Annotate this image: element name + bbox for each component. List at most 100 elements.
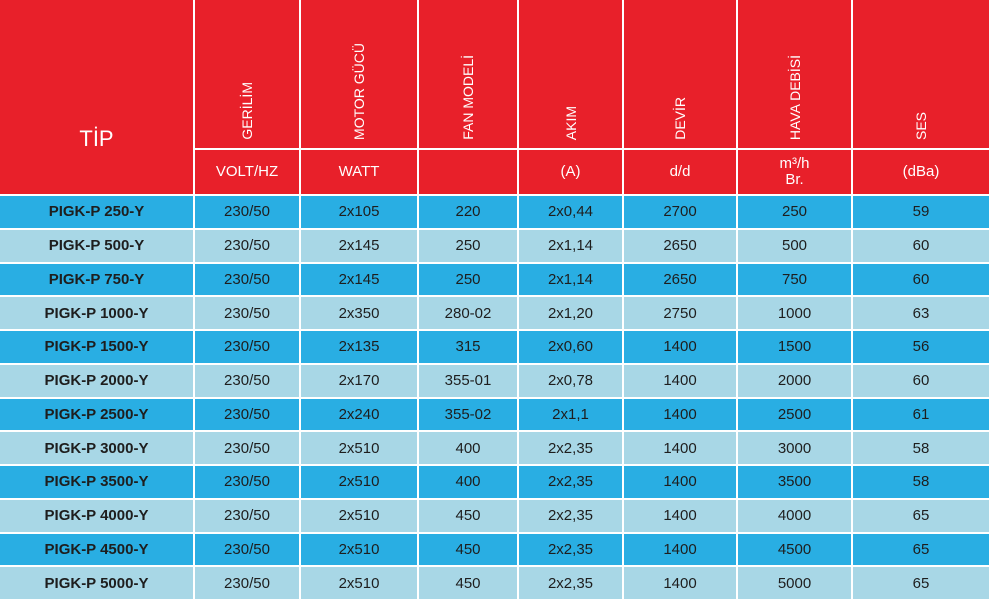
cell-value: 1400 bbox=[663, 372, 697, 390]
cell-value: 1400 bbox=[663, 338, 697, 356]
cell-value: 5000 bbox=[777, 574, 812, 592]
data-cell: 355-02 bbox=[419, 398, 517, 431]
unit-cell bbox=[419, 150, 517, 194]
row-label: PIGK-P 250-Y bbox=[48, 203, 145, 221]
data-cell: PIGK-P 5000-Y bbox=[0, 567, 193, 599]
unit-label: m³/h bbox=[779, 155, 810, 172]
data-cell: 400 bbox=[419, 432, 517, 464]
data-cell: 1400 bbox=[624, 364, 736, 397]
cell-value: 2x510 bbox=[338, 439, 380, 457]
row-label: PIGK-P 3500-Y bbox=[44, 473, 149, 491]
data-cell: 230/50 bbox=[195, 398, 299, 431]
data-cell: 750 bbox=[738, 263, 851, 296]
data-cell: 2x2,35 bbox=[519, 432, 622, 464]
cell-value: 355-01 bbox=[444, 372, 492, 390]
cell-value: 2x510 bbox=[338, 507, 380, 525]
cell-value: 60 bbox=[912, 270, 930, 288]
unit-cell: WATT bbox=[301, 150, 417, 194]
data-cell: 2x2,35 bbox=[519, 466, 622, 498]
cell-value: 2x0,78 bbox=[547, 372, 594, 390]
data-cell: 60 bbox=[853, 263, 989, 296]
cell-value: 230/50 bbox=[224, 338, 270, 356]
data-cell: 65 bbox=[853, 567, 989, 599]
cell-value: 4000 bbox=[777, 507, 812, 525]
cell-value: 2x510 bbox=[338, 540, 380, 558]
data-cell: 1400 bbox=[624, 432, 736, 464]
data-cell: 1400 bbox=[624, 331, 736, 363]
unit-label: d/d bbox=[669, 163, 691, 180]
row-label: PIGK-P 2500-Y bbox=[44, 405, 149, 423]
data-cell: 2x510 bbox=[301, 466, 417, 498]
data-cell: 2x510 bbox=[301, 499, 417, 532]
cell-value: 2x2,35 bbox=[547, 574, 594, 592]
cell-value: 2500 bbox=[777, 405, 812, 423]
data-cell: 65 bbox=[853, 533, 989, 566]
data-cell: 280-02 bbox=[419, 297, 517, 329]
data-cell: 65 bbox=[853, 499, 989, 532]
unit-cell: VOLT/HZ bbox=[195, 150, 299, 194]
cell-value: 2x510 bbox=[338, 574, 380, 592]
cell-value: 2000 bbox=[777, 372, 812, 390]
row-label: PIGK-P 5000-Y bbox=[44, 574, 149, 592]
data-cell: 2x1,14 bbox=[519, 229, 622, 262]
row-label: PIGK-P 750-Y bbox=[48, 270, 145, 288]
cell-value: 280-02 bbox=[444, 304, 492, 322]
data-cell: 58 bbox=[853, 466, 989, 498]
data-cell: 2x145 bbox=[301, 263, 417, 296]
data-cell: 450 bbox=[419, 499, 517, 532]
data-cell: 1400 bbox=[624, 567, 736, 599]
data-cell: PIGK-P 250-Y bbox=[0, 196, 193, 228]
cell-value: 450 bbox=[455, 507, 481, 525]
data-cell: PIGK-P 1500-Y bbox=[0, 331, 193, 363]
cell-value: 1500 bbox=[777, 338, 812, 356]
data-cell: 230/50 bbox=[195, 364, 299, 397]
data-cell: 400 bbox=[419, 466, 517, 498]
data-cell: 60 bbox=[853, 229, 989, 262]
data-cell: 4500 bbox=[738, 533, 851, 566]
data-cell: 2x0,78 bbox=[519, 364, 622, 397]
data-cell: 63 bbox=[853, 297, 989, 329]
data-cell: 60 bbox=[853, 364, 989, 397]
cell-value: 1400 bbox=[663, 439, 697, 457]
cell-value: 3500 bbox=[777, 473, 812, 491]
data-cell: 2x2,35 bbox=[519, 533, 622, 566]
cell-value: 1400 bbox=[663, 574, 697, 592]
cell-value: 2700 bbox=[663, 203, 697, 221]
data-cell: PIGK-P 3000-Y bbox=[0, 432, 193, 464]
cell-value: 250 bbox=[455, 270, 481, 288]
cell-value: 3000 bbox=[777, 439, 812, 457]
cell-value: 220 bbox=[455, 203, 481, 221]
data-cell: 2x145 bbox=[301, 229, 417, 262]
cell-value: 2x1,20 bbox=[547, 304, 594, 322]
data-cell: 2x0,60 bbox=[519, 331, 622, 363]
data-cell: 500 bbox=[738, 229, 851, 262]
data-cell: 230/50 bbox=[195, 466, 299, 498]
cell-value: 2x0,44 bbox=[547, 203, 594, 221]
data-cell: 2x350 bbox=[301, 297, 417, 329]
cell-value: 230/50 bbox=[224, 540, 270, 558]
data-cell: 1400 bbox=[624, 398, 736, 431]
header-label: TİP bbox=[79, 126, 114, 151]
cell-value: 2x170 bbox=[338, 372, 380, 390]
data-cell: PIGK-P 4000-Y bbox=[0, 499, 193, 532]
cell-value: 2x145 bbox=[338, 237, 380, 255]
data-cell: PIGK-P 1000-Y bbox=[0, 297, 193, 329]
cell-value: 230/50 bbox=[224, 405, 270, 423]
cell-value: 61 bbox=[912, 405, 930, 423]
cell-value: 60 bbox=[912, 237, 930, 255]
data-cell: 61 bbox=[853, 398, 989, 431]
cell-value: 230/50 bbox=[224, 270, 270, 288]
cell-value: 230/50 bbox=[224, 473, 270, 491]
cell-value: 230/50 bbox=[224, 439, 270, 457]
cell-value: 65 bbox=[912, 540, 930, 558]
header-cell: HAVA DEBİSİ bbox=[738, 0, 851, 148]
data-cell: 2x1,20 bbox=[519, 297, 622, 329]
data-cell: 2x135 bbox=[301, 331, 417, 363]
unit-cell: (A) bbox=[519, 150, 622, 194]
data-cell: 230/50 bbox=[195, 229, 299, 262]
cell-value: 400 bbox=[455, 473, 481, 491]
cell-value: 2x510 bbox=[338, 473, 380, 491]
data-cell: 3500 bbox=[738, 466, 851, 498]
row-label: PIGK-P 2000-Y bbox=[44, 372, 149, 390]
